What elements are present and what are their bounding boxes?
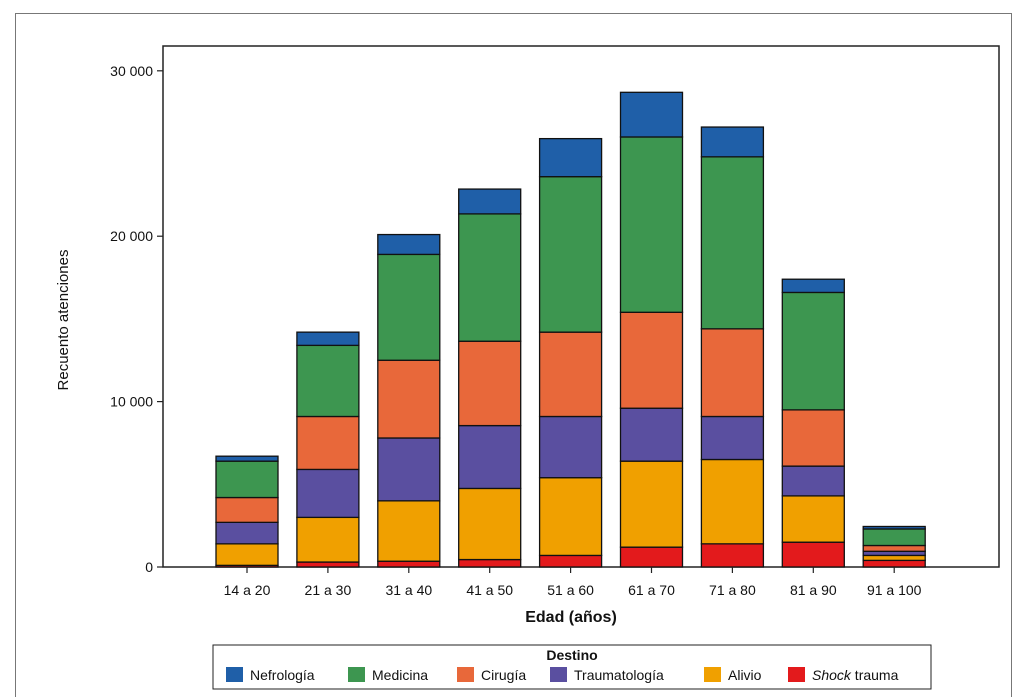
bar-segment-medicina-21-a-30 xyxy=(296,344,360,418)
bar-segment-medicina-71-a-80 xyxy=(700,156,765,330)
y-tick-label: 0 xyxy=(145,559,153,575)
bar-segment-alivio-14-a-20 xyxy=(215,543,279,566)
legend-label-cirugia: Cirugía xyxy=(481,667,526,683)
x-tick-label: 31 a 40 xyxy=(385,582,432,598)
bar-segment-medicina-91-a-100 xyxy=(862,528,926,547)
bar-segment-nefrologia-91-a-100 xyxy=(862,525,926,530)
bar-segment-cirugia-71-a-80 xyxy=(700,328,765,418)
bar-segment-nefrologia-61-a-70 xyxy=(619,91,684,138)
bar-segment-alivio-51-a-60 xyxy=(538,477,603,557)
legend-label-traumatologia: Traumatología xyxy=(574,667,664,683)
bar-segment-medicina-31-a-40 xyxy=(377,253,441,361)
x-tick-label: 51 a 60 xyxy=(547,582,594,598)
legend-swatch-shock-trauma xyxy=(788,667,805,682)
bar-segment-nefrologia-14-a-20 xyxy=(215,455,279,462)
bar-segment-traumatologia-31-a-40 xyxy=(377,437,441,502)
x-tick-label: 14 a 20 xyxy=(224,582,271,598)
bars-group xyxy=(215,91,926,568)
bar-segment-shock-trauma-71-a-80 xyxy=(700,543,765,568)
x-tick-label: 21 a 30 xyxy=(305,582,352,598)
bar-segment-nefrologia-71-a-80 xyxy=(700,126,765,158)
bar-segment-traumatologia-21-a-30 xyxy=(296,468,360,519)
bar-segment-medicina-14-a-20 xyxy=(215,460,279,499)
bar-segment-nefrologia-31-a-40 xyxy=(377,233,441,256)
bar-segment-alivio-31-a-40 xyxy=(377,500,441,562)
bar-segment-alivio-81-a-90 xyxy=(781,495,845,543)
legend-swatch-nefrologia xyxy=(226,667,243,682)
bar-segment-alivio-41-a-50 xyxy=(458,487,522,561)
bar-segment-traumatologia-71-a-80 xyxy=(700,415,765,461)
y-tick-label: 10 000 xyxy=(110,394,153,410)
bar-segment-medicina-41-a-50 xyxy=(458,213,522,342)
bar-segment-nefrologia-51-a-60 xyxy=(538,137,603,178)
bar-segment-medicina-51-a-60 xyxy=(538,176,603,333)
bar-segment-medicina-81-a-90 xyxy=(781,291,845,411)
legend-label-nefrologia: Nefrología xyxy=(250,667,315,683)
bar-segment-cirugia-91-a-100 xyxy=(862,544,926,552)
bar-segment-traumatologia-51-a-60 xyxy=(538,415,603,479)
bar-segment-cirugia-61-a-70 xyxy=(619,311,684,409)
bar-segment-traumatologia-81-a-90 xyxy=(781,465,845,497)
bar-segment-alivio-71-a-80 xyxy=(700,458,765,545)
bar-segment-shock-trauma-61-a-70 xyxy=(619,546,684,568)
bar-segment-cirugia-51-a-60 xyxy=(538,331,603,418)
bar-segment-nefrologia-21-a-30 xyxy=(296,331,360,347)
x-axis: 14 a 20 21 a 30 31 a 40 41 a 50 51 a 60 61 a … xyxy=(224,567,922,598)
legend-swatch-alivio xyxy=(704,667,721,682)
legend: Destino Nefrología Medicina Cirugía Traumat… xyxy=(212,644,932,690)
x-tick-label: 81 a 90 xyxy=(790,582,837,598)
x-tick-label: 91 a 100 xyxy=(867,582,922,598)
bar-segment-cirugia-31-a-40 xyxy=(377,359,441,439)
bar-segment-alivio-21-a-30 xyxy=(296,516,360,563)
x-tick-label: 61 a 70 xyxy=(628,582,675,598)
legend-label-medicina: Medicina xyxy=(372,667,428,683)
x-tick-label: 71 a 80 xyxy=(709,582,756,598)
legend-label-alivio: Alivio xyxy=(728,667,762,683)
y-axis: 0 10 000 20 000 30 000 xyxy=(110,63,163,575)
bar-segment-alivio-91-a-100 xyxy=(862,554,926,562)
x-tick-label: 41 a 50 xyxy=(466,582,513,598)
bar-segment-shock-trauma-41-a-50 xyxy=(458,558,522,568)
y-tick-label: 20 000 xyxy=(110,228,153,244)
bar-segment-nefrologia-81-a-90 xyxy=(781,278,845,294)
bar-segment-medicina-61-a-70 xyxy=(619,136,684,313)
legend-label-shock-trauma: Shock trauma xyxy=(812,667,899,683)
legend-title: Destino xyxy=(546,647,597,663)
bar-segment-traumatologia-14-a-20 xyxy=(215,521,279,545)
y-tick-label: 30 000 xyxy=(110,63,153,79)
bar-segment-shock-trauma-31-a-40 xyxy=(377,560,441,568)
legend-box xyxy=(212,644,932,690)
bar-segment-cirugia-81-a-90 xyxy=(781,409,845,467)
bar-segment-shock-trauma-21-a-30 xyxy=(296,561,360,568)
bar-segment-cirugia-14-a-20 xyxy=(215,496,279,523)
bar-segment-alivio-61-a-70 xyxy=(619,460,684,548)
legend-swatch-traumatologia xyxy=(550,667,567,682)
legend-swatch-cirugia xyxy=(457,667,474,682)
y-axis-title: Recuento atenciones xyxy=(55,250,72,391)
bar-segment-shock-trauma-91-a-100 xyxy=(862,559,926,568)
bar-segment-cirugia-41-a-50 xyxy=(458,340,522,427)
legend-items: Nefrología Medicina Cirugía Traumatología Al… xyxy=(226,667,899,683)
bar-segment-traumatologia-41-a-50 xyxy=(458,424,522,490)
bar-segment-shock-trauma-81-a-90 xyxy=(781,541,845,568)
bar-segment-traumatologia-61-a-70 xyxy=(619,407,684,462)
bar-segment-nefrologia-41-a-50 xyxy=(458,188,522,215)
bar-segment-shock-trauma-51-a-60 xyxy=(538,554,603,568)
legend-swatch-medicina xyxy=(348,667,365,682)
x-axis-title: Edad (años) xyxy=(525,609,617,626)
bar-segment-cirugia-21-a-30 xyxy=(296,415,360,471)
